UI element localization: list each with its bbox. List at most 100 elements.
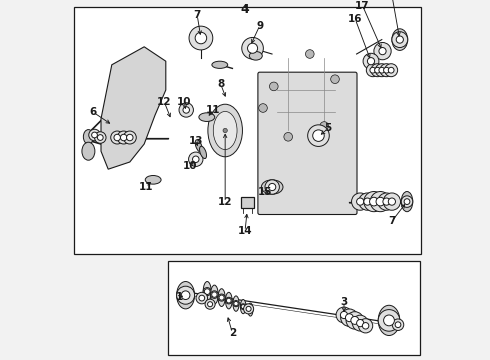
Ellipse shape [83, 130, 94, 144]
Circle shape [383, 198, 390, 205]
Ellipse shape [249, 51, 262, 60]
Circle shape [259, 104, 268, 112]
Text: 11: 11 [206, 105, 220, 115]
Bar [168, 261, 419, 355]
Text: 12: 12 [157, 97, 172, 107]
Circle shape [92, 132, 98, 138]
Circle shape [212, 292, 217, 297]
Circle shape [121, 134, 127, 141]
Circle shape [385, 64, 398, 77]
Circle shape [357, 320, 364, 327]
Circle shape [351, 316, 359, 324]
Circle shape [359, 193, 376, 210]
Text: 7: 7 [388, 216, 395, 226]
Circle shape [248, 307, 253, 312]
Text: 10: 10 [177, 97, 191, 107]
Text: 15: 15 [258, 187, 272, 197]
Circle shape [244, 304, 254, 314]
Circle shape [352, 315, 368, 331]
Circle shape [176, 286, 195, 304]
Text: 10: 10 [183, 162, 197, 171]
Circle shape [211, 291, 218, 298]
Circle shape [117, 131, 130, 144]
Text: 13: 13 [189, 136, 203, 146]
Ellipse shape [248, 303, 253, 316]
Text: 12: 12 [218, 197, 232, 207]
Circle shape [346, 312, 364, 329]
Ellipse shape [378, 305, 400, 336]
Circle shape [369, 197, 378, 206]
Ellipse shape [82, 142, 95, 160]
Circle shape [123, 131, 136, 144]
Circle shape [111, 131, 123, 144]
Circle shape [284, 132, 293, 141]
Circle shape [308, 125, 329, 147]
Ellipse shape [401, 192, 413, 212]
Circle shape [183, 107, 190, 113]
Circle shape [374, 67, 380, 73]
Ellipse shape [199, 146, 206, 158]
Circle shape [345, 314, 353, 322]
Ellipse shape [225, 292, 232, 309]
Circle shape [196, 292, 208, 304]
Circle shape [395, 322, 401, 328]
Circle shape [378, 193, 395, 210]
Circle shape [363, 53, 379, 69]
Circle shape [368, 58, 374, 65]
Circle shape [89, 129, 100, 141]
Circle shape [195, 32, 207, 44]
Circle shape [371, 64, 384, 77]
Circle shape [364, 192, 384, 212]
Circle shape [203, 288, 211, 296]
Circle shape [199, 295, 205, 301]
Circle shape [270, 82, 278, 91]
Circle shape [233, 301, 239, 307]
Ellipse shape [392, 29, 408, 50]
Text: 17: 17 [355, 1, 370, 11]
Circle shape [364, 198, 371, 205]
Text: 2: 2 [229, 328, 236, 338]
Ellipse shape [199, 113, 215, 121]
Circle shape [181, 291, 190, 300]
Circle shape [98, 135, 103, 140]
Circle shape [375, 64, 388, 77]
Text: 8: 8 [217, 79, 224, 89]
Circle shape [265, 180, 279, 194]
Ellipse shape [211, 285, 218, 304]
Circle shape [392, 319, 404, 330]
Ellipse shape [233, 296, 239, 311]
Circle shape [218, 294, 225, 301]
Circle shape [241, 305, 245, 309]
Circle shape [363, 323, 369, 329]
Circle shape [204, 289, 210, 294]
FancyBboxPatch shape [258, 72, 357, 215]
Circle shape [219, 295, 224, 300]
Circle shape [223, 129, 227, 133]
Circle shape [380, 64, 393, 77]
Circle shape [241, 304, 246, 310]
Text: 5: 5 [324, 123, 332, 134]
Circle shape [357, 198, 364, 205]
Circle shape [396, 36, 403, 43]
Text: 14: 14 [238, 226, 252, 236]
Ellipse shape [176, 282, 195, 309]
Circle shape [376, 197, 385, 206]
Circle shape [242, 37, 263, 59]
Circle shape [341, 311, 347, 319]
Circle shape [379, 48, 386, 55]
Circle shape [269, 183, 276, 190]
Circle shape [305, 50, 314, 58]
Circle shape [388, 67, 394, 73]
Circle shape [126, 134, 133, 141]
Circle shape [384, 67, 390, 73]
Text: 7: 7 [194, 10, 201, 21]
Text: 9: 9 [256, 21, 263, 31]
Circle shape [179, 103, 194, 117]
Text: 4: 4 [241, 3, 249, 15]
Ellipse shape [213, 112, 237, 150]
Circle shape [226, 298, 231, 303]
Circle shape [384, 315, 394, 326]
Circle shape [189, 152, 203, 166]
Ellipse shape [261, 180, 283, 194]
Circle shape [331, 75, 339, 84]
